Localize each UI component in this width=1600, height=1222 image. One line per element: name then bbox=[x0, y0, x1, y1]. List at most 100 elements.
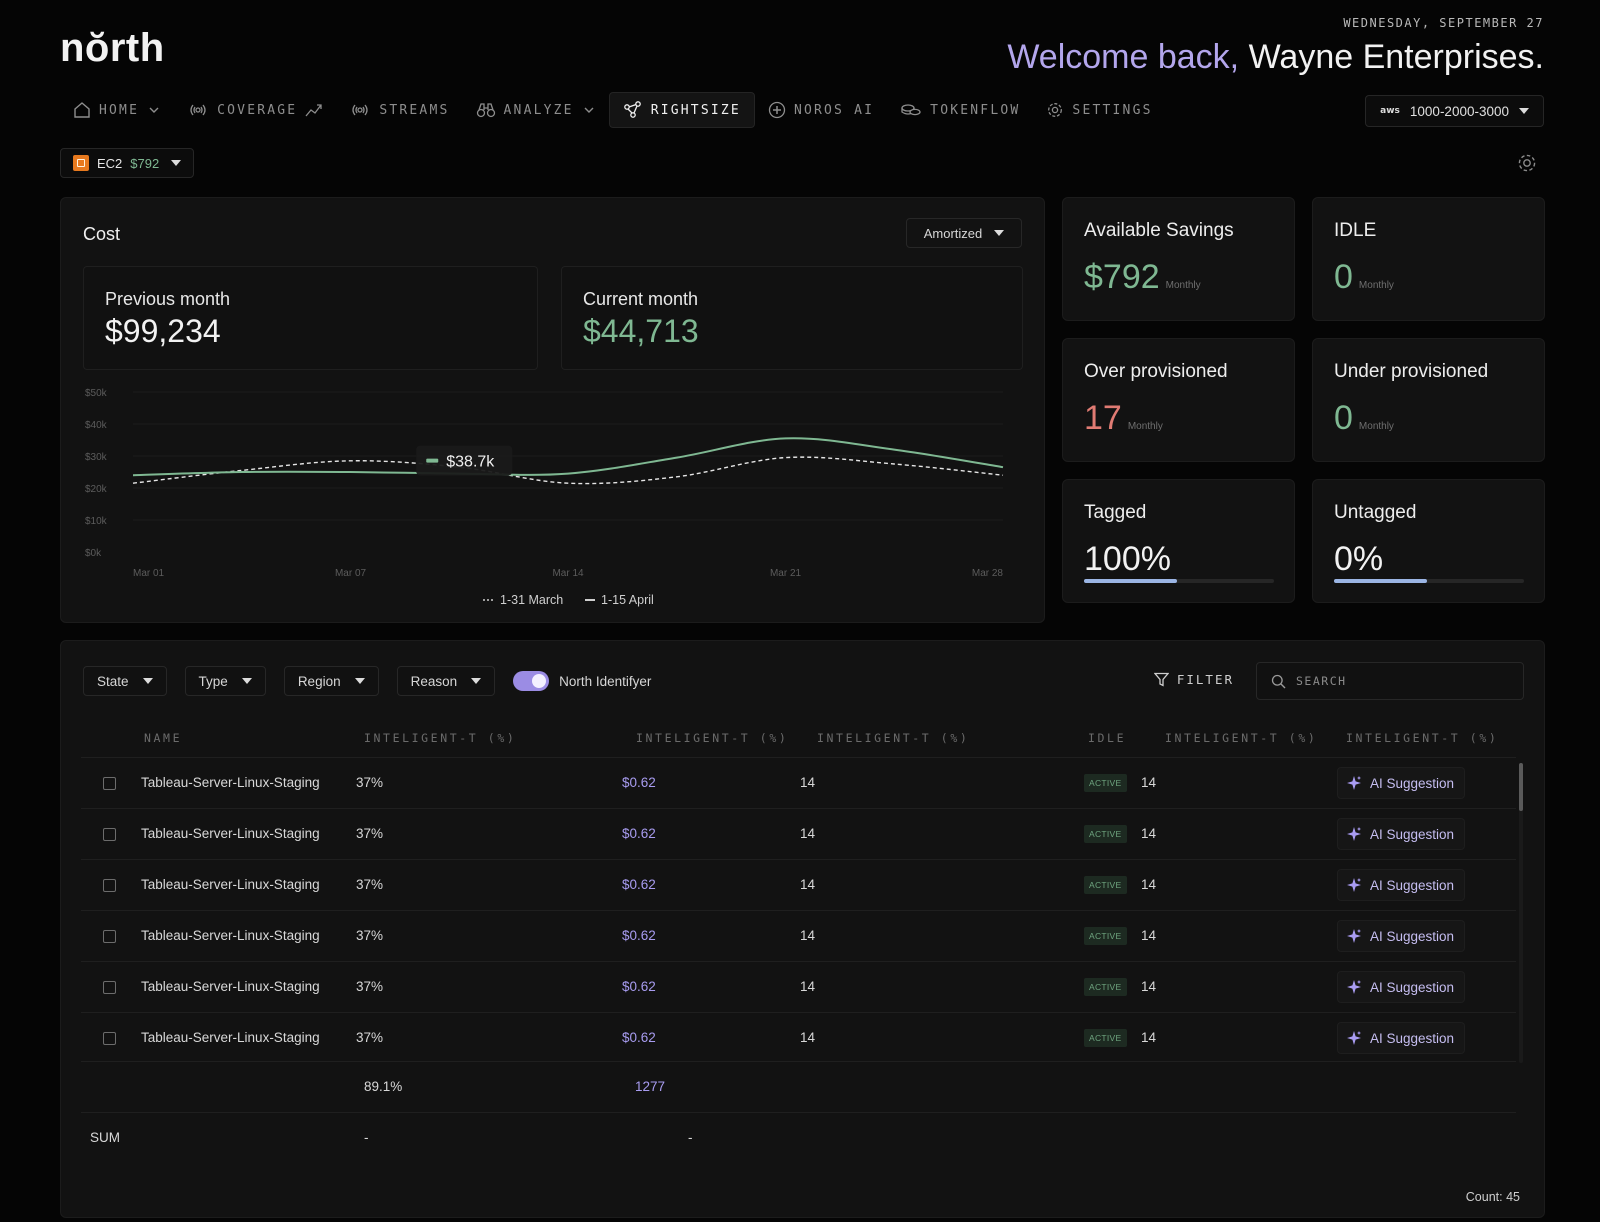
table-row[interactable]: Tableau-Server-Linux-Staging 37% $0.62 14 AC… bbox=[81, 859, 1516, 910]
row-percent: 37% bbox=[356, 775, 384, 790]
filter-button[interactable]: FILTER bbox=[1153, 672, 1234, 687]
search-input[interactable] bbox=[1296, 674, 1496, 688]
current-month-label: Current month bbox=[583, 289, 699, 309]
status-badge: ACTIVE bbox=[1084, 978, 1127, 996]
column-header[interactable]: INTELIGENT-T (%) bbox=[1346, 731, 1499, 745]
nav-analyze[interactable]: ANALYZE bbox=[463, 92, 609, 128]
nav-coverage[interactable]: COVERAGE bbox=[174, 92, 336, 128]
north-identifyer-toggle[interactable] bbox=[513, 671, 550, 691]
status-badge: ACTIVE bbox=[1084, 1029, 1127, 1047]
type-filter-dropdown[interactable]: Type bbox=[184, 666, 266, 696]
reason-filter-dropdown[interactable]: Reason bbox=[396, 666, 496, 696]
row-checkbox[interactable] bbox=[103, 828, 116, 841]
nav-settings[interactable]: SETTINGS bbox=[1033, 92, 1165, 128]
north-logo[interactable]: nŏrth bbox=[60, 26, 165, 70]
chevron-down-icon bbox=[149, 107, 159, 113]
nav-rightsize-label: RIGHTSIZE bbox=[650, 102, 741, 118]
table-row[interactable]: Tableau-Server-Linux-Staging 37% $0.62 14 AC… bbox=[81, 961, 1516, 1012]
sum-label: SUM bbox=[90, 1130, 120, 1145]
stat-value-row: $792 Monthly bbox=[1084, 258, 1201, 297]
table-row[interactable]: Tableau-Server-Linux-Staging 37% $0.62 14 AC… bbox=[81, 808, 1516, 859]
row-checkbox[interactable] bbox=[103, 981, 116, 994]
welcome-message: Welcome back, Wayne Enterprises. bbox=[1007, 38, 1544, 77]
ai-suggestion-button[interactable]: AI Suggestion bbox=[1337, 1022, 1466, 1054]
settings-gear-icon[interactable] bbox=[1516, 152, 1538, 174]
row-cost: $0.62 bbox=[622, 877, 656, 892]
filter-button-label: FILTER bbox=[1176, 672, 1234, 687]
region-filter-dropdown[interactable]: Region bbox=[283, 666, 379, 696]
y-tick-label: $30k bbox=[85, 452, 108, 463]
stat-label: Tagged bbox=[1084, 502, 1147, 523]
row-checkbox[interactable] bbox=[103, 930, 116, 943]
nav-noros-ai[interactable]: NOROS AI bbox=[755, 92, 887, 128]
state-filter-dropdown[interactable]: State bbox=[83, 666, 167, 696]
previous-month-value: $99,234 bbox=[105, 313, 221, 349]
row-count-a: 14 bbox=[800, 826, 816, 841]
nav-streams[interactable]: STREAMS bbox=[336, 92, 462, 128]
caret-down-icon bbox=[1519, 108, 1529, 114]
row-checkbox[interactable] bbox=[103, 1032, 116, 1045]
column-header-idle[interactable]: IDLE bbox=[1088, 731, 1127, 745]
y-tick-label: $0k bbox=[85, 548, 102, 559]
row-checkbox[interactable] bbox=[103, 777, 116, 790]
column-header[interactable]: INTELIGENT-T (%) bbox=[636, 731, 789, 745]
table-row[interactable]: Tableau-Server-Linux-Staging 37% $0.62 14 AC… bbox=[81, 910, 1516, 961]
total-cost: 1277 bbox=[635, 1079, 666, 1094]
ec2-icon bbox=[73, 155, 89, 171]
column-header[interactable]: INTELIGENT-T (%) bbox=[364, 731, 517, 745]
column-header[interactable]: INTELIGENT-T (%) bbox=[817, 731, 970, 745]
nav-settings-label: SETTINGS bbox=[1072, 102, 1153, 118]
stat-label: IDLE bbox=[1334, 220, 1377, 241]
current-date: WEDNESDAY, SEPTEMBER 27 bbox=[1343, 16, 1544, 30]
ai-suggestion-button[interactable]: AI Suggestion bbox=[1337, 767, 1466, 799]
column-header[interactable]: INTELIGENT-T (%) bbox=[1165, 731, 1318, 745]
ai-suggestion-button[interactable]: AI Suggestion bbox=[1337, 920, 1466, 952]
ai-suggestion-button[interactable]: AI Suggestion bbox=[1337, 869, 1466, 901]
stat-value: 17 bbox=[1084, 399, 1122, 437]
table-row[interactable]: Tableau-Server-Linux-Staging 37% $0.62 14 AC… bbox=[81, 757, 1516, 808]
scrollbar-thumb[interactable] bbox=[1519, 763, 1523, 811]
broadcast-icon bbox=[352, 104, 368, 116]
x-tick-label: Mar 28 bbox=[972, 568, 1004, 579]
service-selector[interactable]: EC2 $792 bbox=[60, 148, 195, 178]
x-tick-label: Mar 01 bbox=[133, 568, 165, 579]
row-checkbox[interactable] bbox=[103, 879, 116, 892]
row-count-a: 14 bbox=[800, 928, 816, 943]
stat-card-idle: IDLE 0 Monthly bbox=[1312, 197, 1545, 321]
sum-percent: - bbox=[364, 1130, 369, 1145]
row-count-b: 14 bbox=[1141, 775, 1157, 790]
row-count-a: 14 bbox=[800, 775, 816, 790]
search-box[interactable] bbox=[1256, 662, 1524, 700]
row-cost: $0.62 bbox=[622, 1030, 656, 1045]
row-name: Tableau-Server-Linux-Staging bbox=[141, 775, 320, 790]
table-scrollbar[interactable] bbox=[1519, 763, 1523, 1063]
ai-suggestion-label: AI Suggestion bbox=[1370, 826, 1455, 842]
cost-mode-dropdown[interactable]: Amortized bbox=[906, 218, 1022, 248]
column-header-name[interactable]: NAME bbox=[144, 731, 183, 745]
home-icon bbox=[74, 102, 90, 118]
account-selector[interactable]: aws 1000-2000-3000 bbox=[1365, 95, 1544, 127]
stat-value: 100% bbox=[1084, 540, 1171, 578]
ai-suggestion-label: AI Suggestion bbox=[1370, 979, 1455, 995]
caret-down-icon bbox=[241, 678, 252, 684]
progress-fill bbox=[1084, 579, 1178, 583]
row-cost: $0.62 bbox=[622, 775, 656, 790]
stat-value: $792 bbox=[1084, 258, 1160, 296]
tooltip-value: $38.7k bbox=[446, 454, 495, 471]
nav-home[interactable]: HOME bbox=[60, 92, 174, 128]
caret-down-icon bbox=[994, 230, 1005, 236]
row-name: Tableau-Server-Linux-Staging bbox=[141, 877, 320, 892]
y-tick-label: $40k bbox=[85, 420, 108, 431]
row-name: Tableau-Server-Linux-Staging bbox=[141, 979, 320, 994]
ai-suggestion-button[interactable]: AI Suggestion bbox=[1337, 818, 1466, 850]
total-percent: 89.1% bbox=[364, 1079, 403, 1094]
stat-value: 0% bbox=[1334, 540, 1384, 578]
table-row[interactable]: Tableau-Server-Linux-Staging 37% $0.62 14 AC… bbox=[81, 1012, 1516, 1063]
nav-rightsize[interactable]: RIGHTSIZE bbox=[608, 92, 755, 128]
status-badge: ACTIVE bbox=[1084, 825, 1127, 843]
cost-panel: Cost Amortized Previous month $99,234 Cu… bbox=[60, 197, 1045, 623]
ai-suggestion-button[interactable]: AI Suggestion bbox=[1337, 971, 1466, 1003]
nav-analyze-label: ANALYZE bbox=[503, 102, 574, 118]
nav-tokenflow[interactable]: TOKENFLOW bbox=[887, 92, 1033, 128]
tooltip-swatch bbox=[426, 458, 439, 463]
